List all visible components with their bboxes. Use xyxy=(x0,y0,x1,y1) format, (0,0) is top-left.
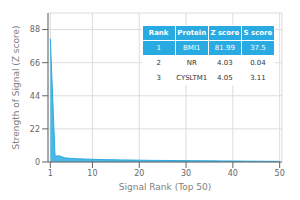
html-text:3: 3 xyxy=(156,73,161,82)
html-text:4.03: 4.03 xyxy=(217,58,233,67)
html-text:37.5: 37.5 xyxy=(250,43,266,52)
svg-text:40: 40 xyxy=(228,169,238,178)
svg-text:66: 66 xyxy=(30,59,40,68)
svg-text:20: 20 xyxy=(134,169,144,178)
html-text:2: 2 xyxy=(156,58,161,67)
svg-text:Signal Rank (Top 50): Signal Rank (Top 50) xyxy=(119,182,211,192)
svg-text:Strength of Signal (Z score): Strength of Signal (Z score) xyxy=(11,25,21,149)
svg-text:10: 10 xyxy=(87,169,97,178)
html-text:CYSLTM1: CYSLTM1 xyxy=(176,73,208,82)
svg-text:88: 88 xyxy=(30,25,40,34)
svg-text:0: 0 xyxy=(35,158,40,167)
svg-text:22: 22 xyxy=(30,125,40,134)
html-text:0.04: 0.04 xyxy=(250,58,266,67)
svg-text:44: 44 xyxy=(30,92,40,101)
html-text:BMI1: BMI1 xyxy=(183,43,201,52)
html-text:4.05: 4.05 xyxy=(217,73,233,82)
html-text:1: 1 xyxy=(156,43,161,52)
html-text:Protein Z score S score: Protein Z score S score xyxy=(177,28,273,37)
svg-text:50: 50 xyxy=(275,169,285,178)
html-text:3.11: 3.11 xyxy=(250,73,266,82)
html-text:81.99: 81.99 xyxy=(214,43,235,52)
html-text:Rank: Rank xyxy=(148,28,169,37)
svg-text:1: 1 xyxy=(48,169,53,178)
html-text:NR: NR xyxy=(186,58,197,67)
svg-text:30: 30 xyxy=(181,169,191,178)
